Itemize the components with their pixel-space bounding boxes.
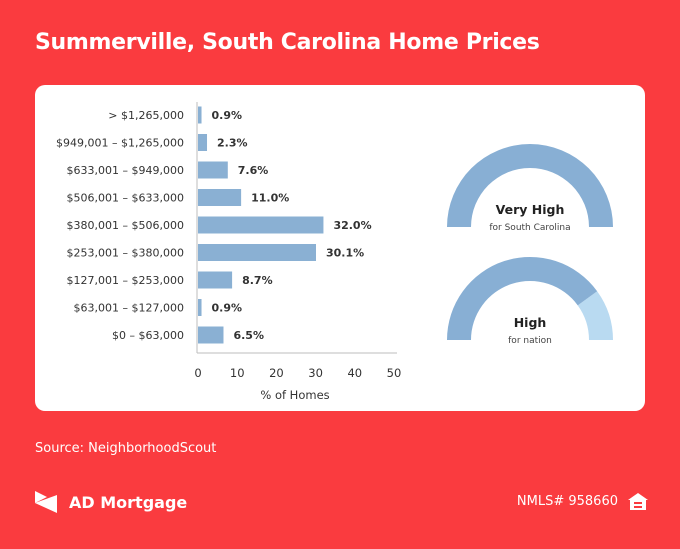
price-distribution-chart: > $1,265,000 0.9% $949,001 – $1,265,000 2.3… — [56, 102, 613, 402]
nmls-number: NMLS# 958660 — [516, 494, 618, 509]
bar — [198, 271, 233, 289]
bar-value-label: 0.9% — [212, 109, 243, 122]
x-tick-label: 30 — [308, 366, 323, 380]
category-label: > $1,265,000 — [108, 109, 184, 122]
gauge-remaining-arc — [577, 291, 613, 340]
brand: AD Mortgage — [35, 487, 187, 517]
bar-value-label: 8.7% — [242, 274, 273, 287]
bar — [198, 189, 242, 206]
bar-value-label: 11.0% — [251, 192, 289, 205]
category-label: $506,001 – $633,000 — [67, 192, 184, 205]
bar-value-label: 30.1% — [326, 247, 364, 260]
gauge-filled-arc — [447, 256, 598, 340]
page-title: Summerville, South Carolina Home Prices — [35, 30, 540, 55]
gauge-label: Very High — [496, 202, 565, 217]
x-tick-label: 20 — [269, 366, 284, 380]
gauge-label: High — [514, 315, 547, 330]
bar — [198, 134, 208, 151]
x-tick-label: 10 — [230, 366, 245, 380]
source-note: Source: NeighborhoodScout — [35, 441, 217, 456]
gauge-filled-arc — [447, 144, 613, 227]
x-axis-label: % of Homes — [260, 388, 329, 402]
bar-value-label: 7.6% — [238, 164, 269, 177]
bar-value-label: 6.5% — [233, 329, 264, 342]
category-label: $0 – $63,000 — [112, 329, 184, 342]
category-label: $63,001 – $127,000 — [74, 302, 184, 315]
ad-mortgage-logo-icon — [35, 491, 57, 513]
equal-housing-icon — [628, 493, 648, 510]
bar — [198, 244, 316, 261]
x-tick-label: 50 — [387, 366, 402, 380]
nmls-block: NMLS# 958660 — [517, 493, 648, 510]
x-tick-label: 40 — [347, 366, 362, 380]
bar-value-label: 0.9% — [212, 302, 243, 315]
bar — [198, 106, 202, 124]
category-label: $380,001 – $506,000 — [67, 219, 184, 232]
bar-value-label: 2.3% — [217, 137, 248, 150]
bar — [198, 216, 324, 234]
category-label: $253,001 – $380,000 — [67, 247, 184, 260]
brand-name: AD Mortgage — [69, 492, 188, 512]
category-label: $949,001 – $1,265,000 — [56, 137, 184, 150]
bar — [198, 161, 228, 179]
bar — [198, 299, 202, 316]
bar-value-label: 32.0% — [333, 219, 371, 232]
category-label: $633,001 – $949,000 — [67, 164, 184, 177]
category-label: $127,001 – $253,000 — [67, 274, 184, 287]
bar — [198, 326, 224, 344]
x-tick-label: 0 — [194, 366, 201, 380]
gauge-sublabel: for nation — [508, 336, 552, 346]
chart-card: > $1,265,000 0.9% $949,001 – $1,265,000 2.3… — [35, 85, 645, 411]
gauge-sublabel: for South Carolina — [489, 223, 570, 233]
